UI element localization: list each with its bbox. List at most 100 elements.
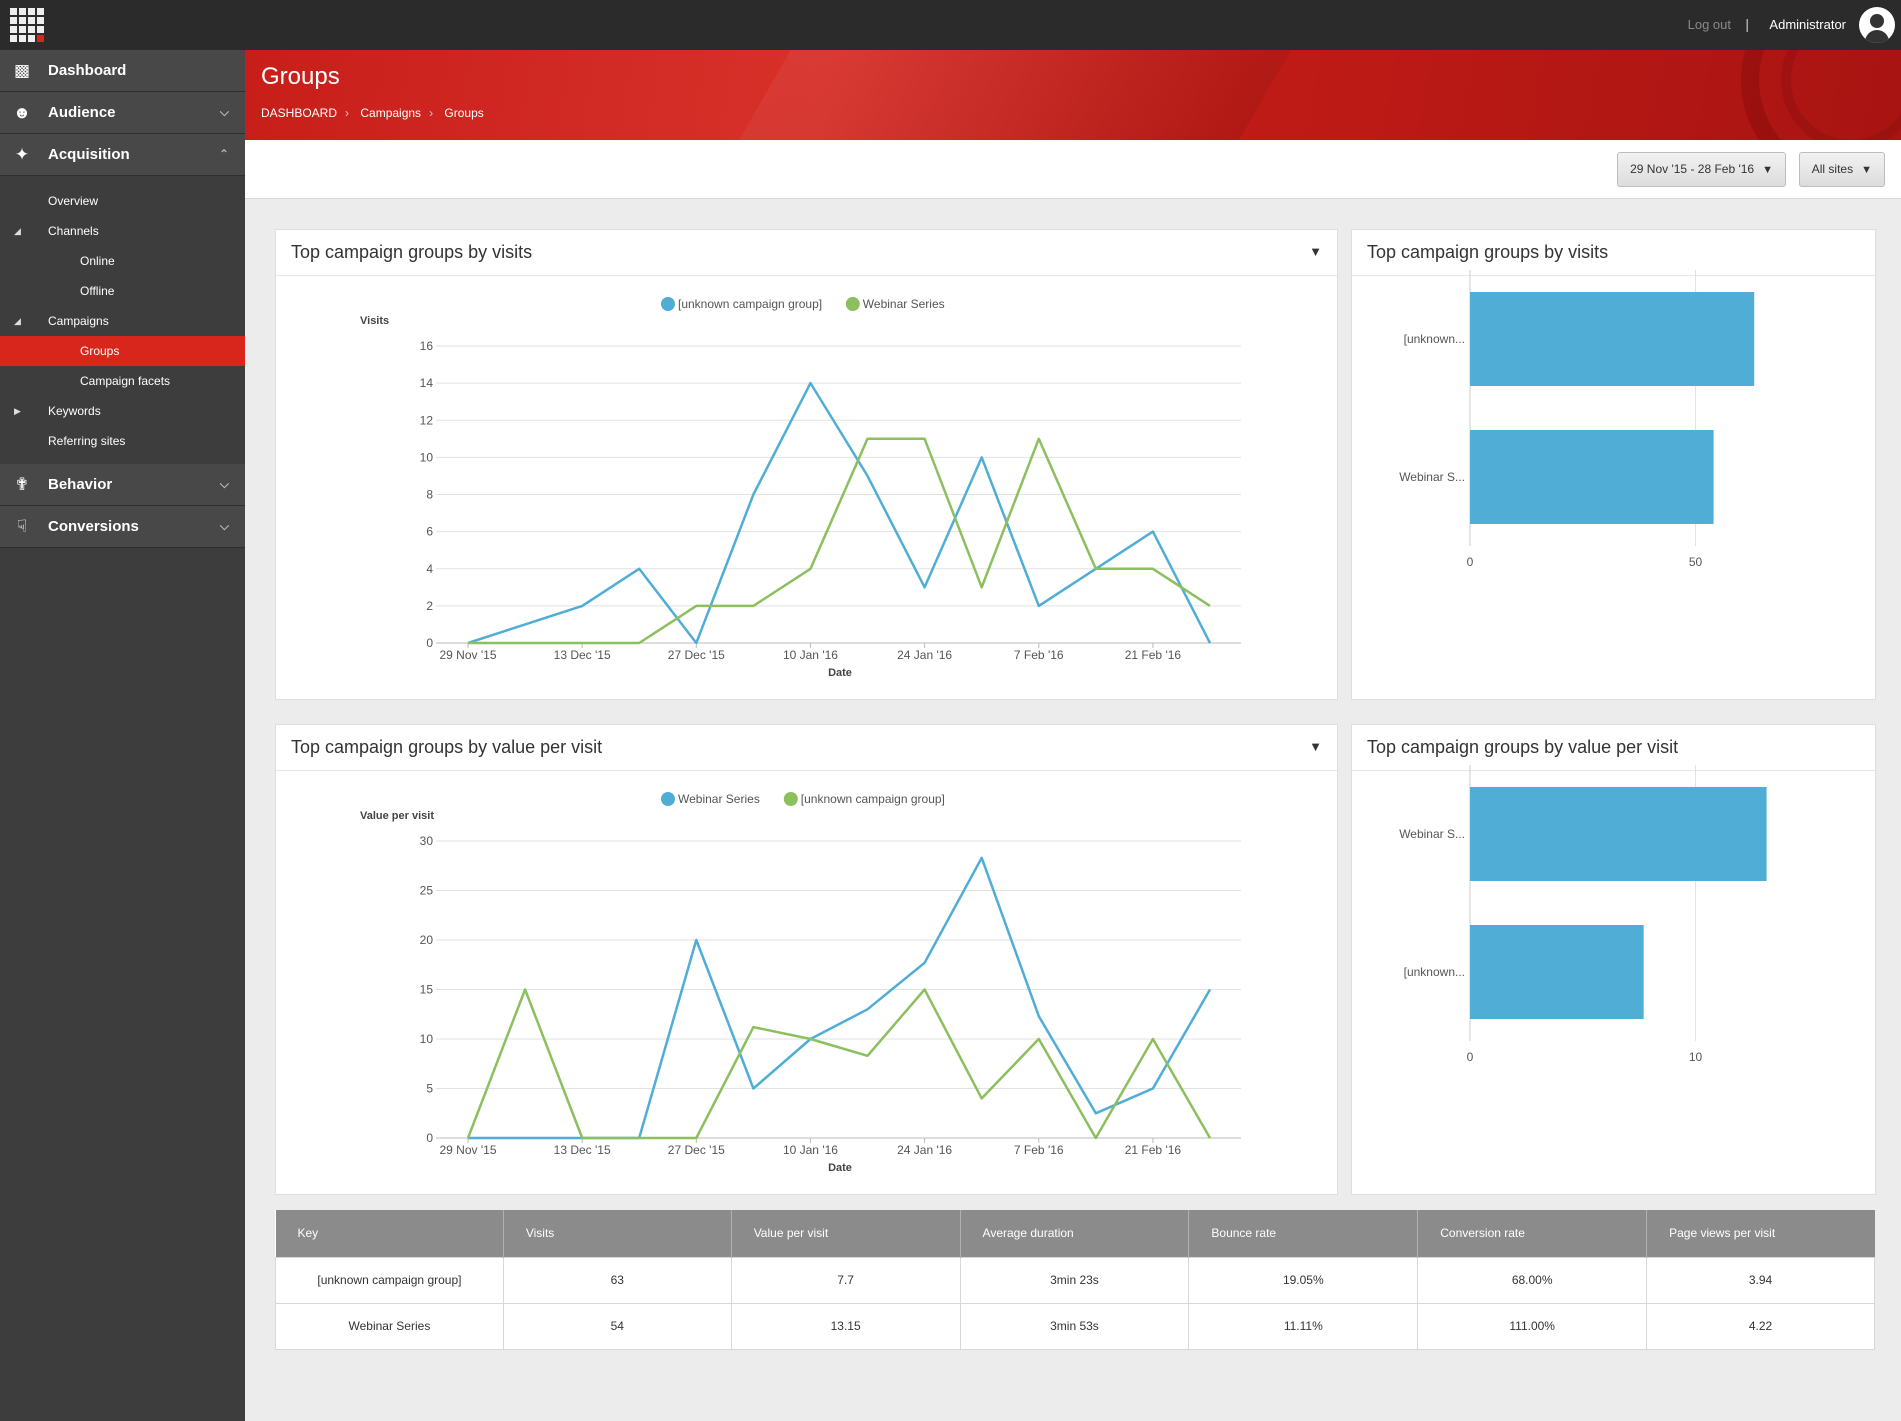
x-tick-label: 13 Dec '15 — [554, 1143, 611, 1157]
table-cell: [unknown campaign group] — [275, 1256, 504, 1304]
legend-entry: Webinar Series — [863, 297, 945, 311]
page-header: Groups DASHBOARD › Campaigns › Groups — [245, 50, 1901, 140]
touch-icon: ☟ — [16, 517, 28, 536]
y-tick-label: 25 — [420, 884, 434, 898]
x-tick-label: 7 Feb '16 — [1014, 648, 1064, 662]
visits-line-panel: Top campaign groups by visits ▼ Visits 0 2… — [275, 229, 1338, 700]
value-line-panel: Top campaign groups by value per visit ▼… — [275, 724, 1338, 1195]
date-range-value: 29 Nov '15 - 28 Feb '16 — [1630, 162, 1755, 176]
table-cell: 54 — [502, 1302, 732, 1350]
acquisition-submenu: Overview ◢ Channels Online Offline ◢ Campa… — [0, 176, 245, 464]
page-title: Groups — [261, 63, 340, 90]
sidebar-item-referring-sites[interactable]: Referring sites — [0, 426, 245, 456]
expand-triangle-icon[interactable]: ▶ — [14, 406, 21, 416]
bar — [1470, 430, 1714, 524]
column-header-conversion-rate[interactable]: Conversion rate — [1417, 1210, 1647, 1257]
caret-down-icon: ▼ — [1762, 164, 1773, 176]
series-line-1 — [468, 856, 1212, 1140]
table-header-row: Key Visits Value per visit Average durat… — [275, 1210, 1875, 1257]
column-header-average-duration[interactable]: Average duration — [959, 1210, 1189, 1257]
caret-down-icon: ▼ — [1861, 164, 1872, 176]
y-tick-label: 4 — [426, 562, 433, 576]
legend-swatch — [661, 297, 675, 311]
column-header-page-views[interactable]: Page views per visit — [1646, 1210, 1875, 1257]
table-cell: 4.22 — [1646, 1302, 1875, 1350]
column-header-key[interactable]: Key — [275, 1210, 504, 1257]
presentation-icon: ▩ — [13, 61, 31, 80]
x-tick-label: 21 Feb '16 — [1125, 648, 1182, 662]
visits-bar-panel: Top campaign groups by visits 0 50 [unknow… — [1351, 229, 1876, 700]
sidebar-item-label: Online — [80, 254, 115, 268]
table-cell: 3.94 — [1646, 1256, 1875, 1304]
category-label: Webinar S... — [1399, 470, 1465, 484]
x-axis-label: Date — [828, 667, 852, 679]
app-grid-icon[interactable] — [10, 8, 44, 42]
sidebar-item-label: Referring sites — [48, 434, 126, 448]
collapse-triangle-icon[interactable]: ◢ — [14, 316, 21, 326]
top-bar: Log out | Administrator — [0, 0, 1901, 50]
people-icon: ☻ — [13, 103, 31, 122]
y-tick-label: 10 — [420, 1032, 434, 1046]
sidebar-item-campaign-facets[interactable]: Campaign facets — [0, 366, 245, 396]
x-tick-label: 10 — [1689, 1050, 1703, 1064]
sidebar-item-audience[interactable]: ☻ Audience ⌵ — [0, 92, 245, 134]
x-tick-label: 10 Jan '16 — [783, 648, 838, 662]
x-tick-label: 29 Nov '15 — [440, 648, 497, 662]
x-tick-label: 13 Dec '15 — [554, 648, 611, 662]
panel-menu-caret-icon[interactable]: ▼ — [1309, 244, 1322, 259]
y-tick-label: 8 — [426, 488, 433, 502]
column-header-bounce-rate[interactable]: Bounce rate — [1188, 1210, 1418, 1257]
y-tick-label: 0 — [426, 1131, 433, 1145]
user-name[interactable]: Administrator — [1769, 17, 1846, 32]
y-tick-label: 15 — [420, 983, 434, 997]
sidebar-item-acquisition[interactable]: ✦ Acquisition ⌃ — [0, 134, 245, 176]
logout-link[interactable]: Log out — [1687, 17, 1731, 32]
date-range-dropdown[interactable]: 29 Nov '15 - 28 Feb '16 ▼ — [1617, 152, 1786, 187]
sidebar-item-behavior[interactable]: ✟ Behavior ⌵ — [0, 464, 245, 506]
sidebar-item-dashboard[interactable]: ▩ Dashboard — [0, 50, 245, 92]
sidebar-item-online[interactable]: Online — [0, 246, 245, 276]
sidebar-item-campaigns[interactable]: ◢ Campaigns — [0, 306, 245, 336]
metrics-table: Key Visits Value per visit Average durat… — [275, 1210, 1875, 1350]
sidebar-item-groups[interactable]: Groups — [0, 336, 245, 366]
breadcrumb-dashboard[interactable]: DASHBOARD — [261, 106, 338, 120]
sidebar-item-label: Offline — [80, 284, 115, 298]
sidebar-item-label: Audience — [48, 104, 116, 121]
chevron-down-icon: ⌵ — [219, 519, 229, 533]
y-tick-label: 12 — [420, 413, 434, 427]
sidebar-item-label: Groups — [80, 344, 120, 358]
breadcrumb-separator-icon: › — [345, 106, 350, 120]
column-header-value-per-visit[interactable]: Value per visit — [730, 1210, 961, 1257]
x-tick-label: 21 Feb '16 — [1125, 1143, 1182, 1157]
sidebar-item-label: Behavior — [48, 476, 113, 493]
panel-menu-caret-icon[interactable]: ▼ — [1309, 739, 1322, 754]
bar — [1470, 925, 1644, 1019]
sidebar: ▩ Dashboard ☻ Audience ⌵ ✦ Acquisition ⌃… — [0, 50, 245, 1421]
table-cell: 13.15 — [730, 1302, 961, 1350]
panel-title: Top campaign groups by visits — [291, 242, 533, 262]
x-tick-label: 27 Dec '15 — [668, 648, 725, 662]
sidebar-item-label: Conversions — [48, 518, 139, 535]
sites-dropdown[interactable]: All sites ▼ — [1798, 152, 1885, 187]
y-axis-label: Visits — [360, 315, 389, 327]
sidebar-item-conversions[interactable]: ☟ Conversions ⌵ — [0, 506, 245, 548]
x-tick-label: 24 Jan '16 — [897, 648, 952, 662]
column-header-visits[interactable]: Visits — [502, 1210, 732, 1257]
sidebar-item-channels[interactable]: ◢ Channels — [0, 216, 245, 246]
y-tick-label: 30 — [420, 834, 434, 848]
panel-title: Top campaign groups by value per visit — [1367, 737, 1679, 757]
sidebar-item-keywords[interactable]: ▶ Keywords — [0, 396, 245, 426]
collapse-triangle-icon[interactable]: ◢ — [14, 226, 21, 236]
table-cell: Webinar Series — [275, 1302, 504, 1350]
breadcrumb-campaigns[interactable]: Campaigns — [360, 106, 422, 120]
x-tick-label: 0 — [1467, 555, 1474, 569]
avatar[interactable] — [1859, 7, 1895, 43]
legend-entry: Webinar Series — [678, 792, 760, 806]
sidebar-item-label: Campaigns — [48, 314, 109, 328]
sidebar-item-overview[interactable]: Overview — [0, 186, 245, 216]
value-bar-panel: Top campaign groups by value per visit 0… — [1351, 724, 1876, 1195]
sidebar-item-offline[interactable]: Offline — [0, 276, 245, 306]
x-tick-label: 10 Jan '16 — [783, 1143, 838, 1157]
y-tick-label: 14 — [420, 376, 434, 390]
value-line-chart: Value per visit 0 5 10 15 20 25 30 29 Nov '15 13 … — [360, 792, 1241, 1174]
